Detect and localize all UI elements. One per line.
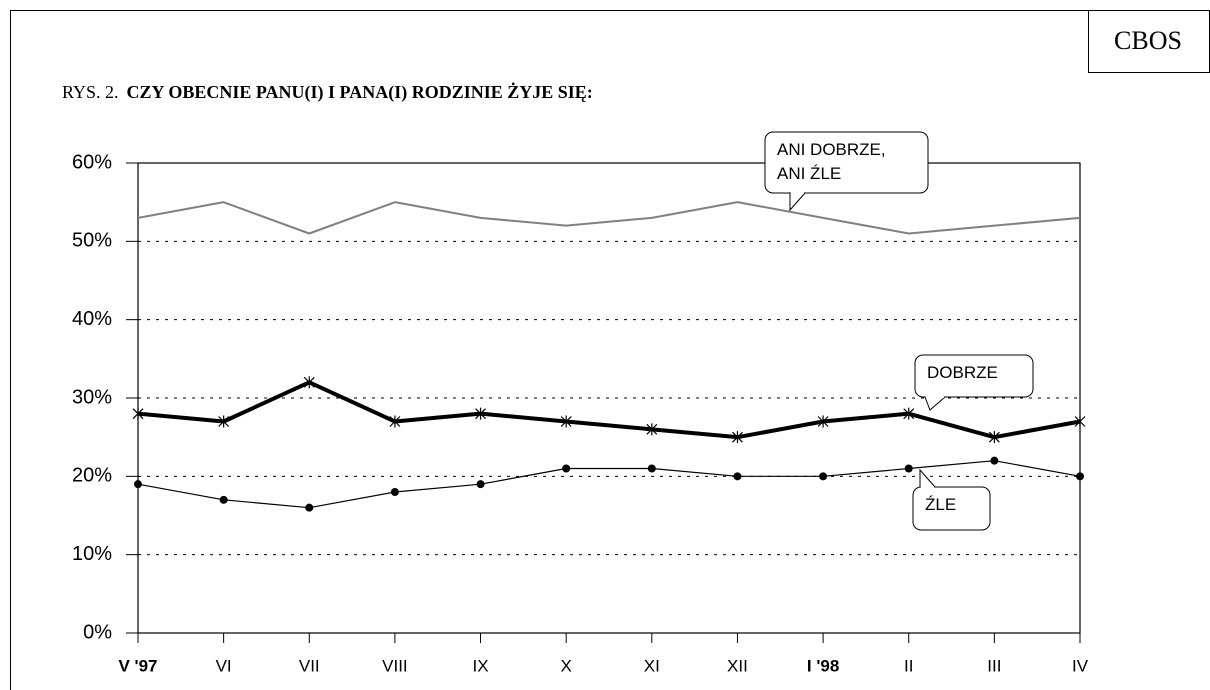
y-tick-label: 20% bbox=[72, 465, 112, 487]
marker bbox=[219, 495, 228, 504]
x-tick-label: VIII bbox=[382, 656, 408, 675]
marker bbox=[305, 503, 314, 512]
marker bbox=[303, 376, 315, 389]
title: RYS. 2. CZY OBECNIE PANU(I) I PANA(I) ROD… bbox=[62, 82, 593, 103]
source-box bbox=[1088, 10, 1210, 73]
series-line bbox=[137, 201, 1081, 235]
marker bbox=[732, 431, 743, 444]
title-text: CZY OBECNIE PANU(I) I PANA(I) RODZINIE Ż… bbox=[127, 82, 593, 103]
marker bbox=[390, 488, 399, 496]
plot-area bbox=[137, 162, 1081, 634]
callout-box bbox=[914, 354, 1034, 398]
figure-label: RYS. 2. bbox=[62, 82, 119, 102]
x-tick-label: XII bbox=[727, 656, 748, 675]
legend-line: ANI ŹLE bbox=[777, 164, 841, 183]
callout-tail bbox=[924, 396, 946, 411]
x-tick-label: VII bbox=[299, 656, 320, 675]
marker bbox=[132, 407, 144, 420]
marker bbox=[562, 464, 571, 473]
x-tick-label: VI bbox=[216, 656, 232, 675]
legend-entry: ANI DOBRZE, ANI ŹLE bbox=[777, 140, 886, 183]
x-tick-label: V '97 bbox=[118, 656, 157, 675]
legend-line: ŹLE bbox=[925, 495, 956, 514]
legend-entry: DOBRZE bbox=[927, 363, 998, 382]
legend-line: DOBRZE bbox=[927, 363, 998, 382]
y-tick-label: 50% bbox=[72, 230, 112, 252]
series-line bbox=[137, 380, 1081, 440]
legend-line: ANI DOBRZE, bbox=[777, 140, 886, 159]
marker bbox=[904, 464, 913, 473]
callout-box bbox=[912, 486, 991, 531]
x-tick-label: II bbox=[904, 656, 913, 675]
callout-box bbox=[764, 131, 929, 194]
marker bbox=[903, 407, 915, 420]
marker bbox=[389, 415, 401, 428]
y-tick-label: 60% bbox=[72, 151, 112, 173]
marker bbox=[218, 415, 230, 428]
y-tick-label: 10% bbox=[72, 543, 112, 565]
x-tick-label: I '98 bbox=[807, 656, 839, 675]
x-tick-label: X bbox=[561, 656, 572, 675]
marker bbox=[476, 480, 485, 489]
marker bbox=[817, 415, 829, 428]
marker bbox=[1074, 415, 1086, 428]
legend-entry: ŹLE bbox=[925, 495, 956, 514]
marker bbox=[560, 415, 572, 428]
y-tick-label: 0% bbox=[83, 621, 112, 643]
x-tick-label: XI bbox=[644, 656, 660, 675]
marker bbox=[646, 423, 658, 436]
marker bbox=[988, 431, 1000, 444]
callout-tail bbox=[919, 468, 936, 488]
marker bbox=[647, 464, 656, 473]
y-tick-label: 40% bbox=[72, 308, 112, 330]
frame bbox=[10, 10, 1210, 690]
marker bbox=[733, 472, 742, 481]
marker bbox=[475, 407, 486, 420]
marker bbox=[990, 456, 999, 465]
series-line bbox=[137, 460, 1081, 509]
x-tick-label: III bbox=[987, 656, 1001, 675]
x-tick-label: IX bbox=[473, 656, 489, 675]
marker bbox=[819, 472, 828, 481]
source: CBOS bbox=[1114, 26, 1182, 55]
marker bbox=[134, 480, 142, 489]
x-tick-label: IV bbox=[1072, 656, 1089, 675]
marker bbox=[1076, 472, 1084, 481]
y-tick-label: 30% bbox=[72, 386, 112, 408]
callout-tail bbox=[789, 192, 806, 212]
